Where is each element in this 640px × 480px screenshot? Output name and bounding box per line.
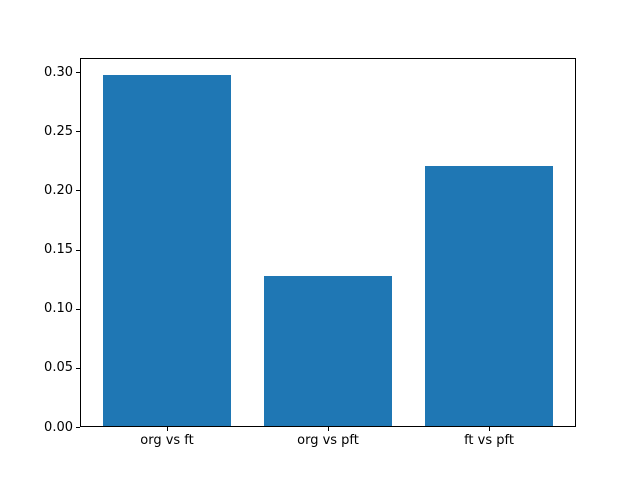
y-tick-mark [76, 131, 80, 133]
y-tick-label: 0.00 [44, 419, 73, 435]
y-tick-mark [76, 427, 80, 428]
x-tick-label: org vs ft [140, 433, 194, 448]
y-tick-mark [76, 249, 80, 251]
x-tick-label: org vs pft [297, 433, 359, 448]
x-tick-label: ft vs pft [464, 433, 514, 448]
bar-org-vs-pft [263, 275, 393, 426]
plot-area [80, 58, 576, 427]
y-tick-label: 0.05 [44, 360, 73, 376]
y-tick-mark [76, 72, 80, 74]
y-tick-label: 0.30 [44, 64, 73, 80]
x-tick-mark [167, 427, 168, 431]
y-tick-mark [76, 367, 80, 369]
y-tick-label: 0.20 [44, 182, 73, 198]
y-tick-label: 0.25 [44, 123, 73, 139]
y-tick-mark [76, 308, 80, 310]
bar-ft-vs-pft [424, 165, 554, 426]
y-tick-mark [76, 190, 80, 192]
x-tick-mark [328, 427, 329, 431]
y-tick-label: 0.10 [44, 301, 73, 317]
bar-org-vs-ft [102, 74, 232, 426]
y-tick-label: 0.15 [44, 242, 73, 257]
x-tick-mark [489, 427, 490, 431]
